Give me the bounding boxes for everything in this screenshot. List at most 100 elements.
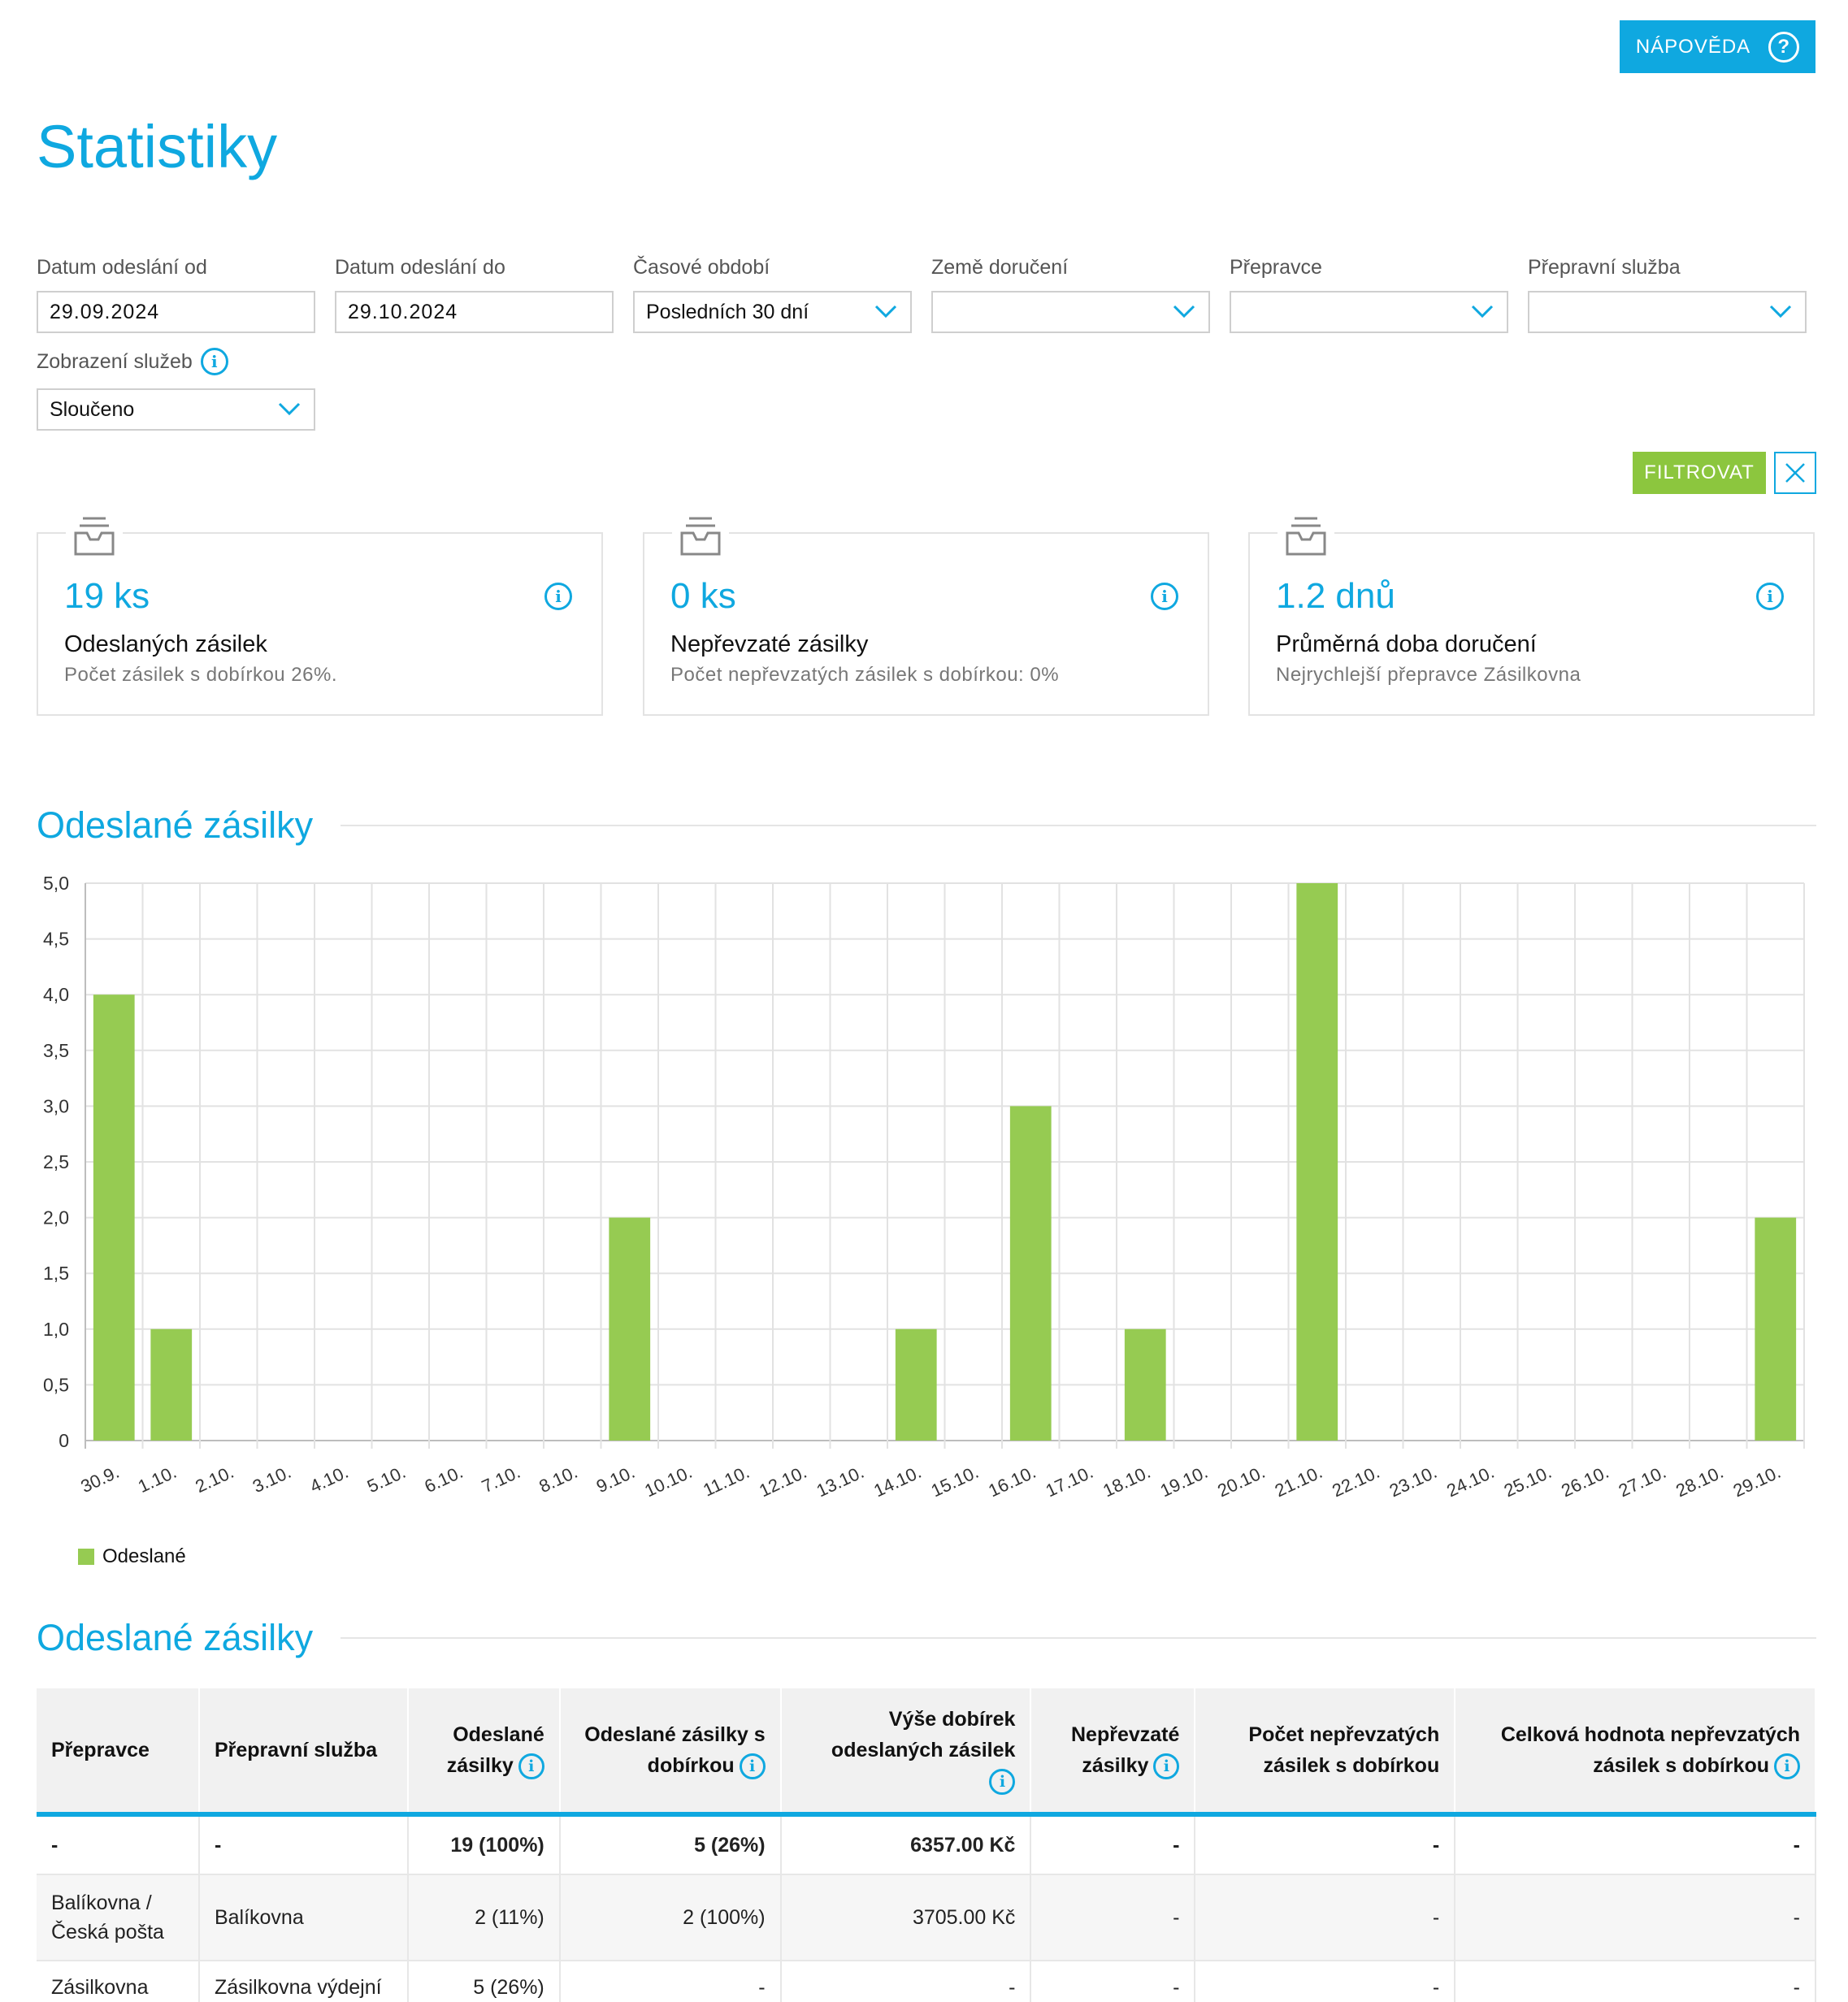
date-from-input[interactable]: 29.09.2024 <box>37 291 315 333</box>
country-label: Země doručení <box>931 255 1069 279</box>
col-unclaimed-line1: Nepřevzaté <box>1070 1723 1180 1746</box>
x-tick-label: 29.10. <box>1730 1462 1784 1502</box>
section-divider <box>341 1637 1816 1639</box>
x-tick-label: 8.10. <box>536 1462 580 1497</box>
chart-section-header: Odeslané zásilky <box>37 804 1816 847</box>
col-amount[interactable]: Výše dobírek odeslaných zásilek i <box>780 1688 1032 1814</box>
info-icon[interactable]: i <box>739 1753 766 1780</box>
x-tick-label: 27.10. <box>1616 1462 1669 1502</box>
y-tick-label: 4,5 <box>43 929 69 950</box>
period-select-value: Posledních 30 dní <box>646 300 809 323</box>
cell-sent: 5 (26%) <box>407 1961 561 2002</box>
delivery-time-card: 1.2 dnů Průměrná doba doručení Nejrychle… <box>1248 511 1815 716</box>
unclaimed-card-subtitle: Počet nepřevzatých zásilek s dobírkou: 0… <box>670 664 1060 686</box>
country-select[interactable] <box>931 291 1210 333</box>
cell-amount: - <box>780 1961 1032 2002</box>
filter-button[interactable]: FILTROVAT <box>1633 452 1766 494</box>
col-sent-line2: zásilky <box>446 1754 514 1777</box>
col-sent[interactable]: Odeslané zásilky i <box>407 1688 561 1814</box>
cell-cod: - <box>559 1961 782 2002</box>
bar <box>93 994 135 1441</box>
display-field: Zobrazení služeb i Sloučeno <box>37 348 315 431</box>
cell-unclaimed: - <box>1030 1874 1196 1961</box>
col-cod[interactable]: Odeslané zásilky s dobírkou i <box>559 1688 782 1814</box>
x-tick-label: 15.10. <box>928 1462 982 1502</box>
table-row: - - 19 (100%) 5 (26%) 6357.00 Kč - - - <box>37 1814 1816 1875</box>
y-tick-label: 1,0 <box>43 1319 69 1340</box>
clear-filter-button[interactable] <box>1774 452 1816 494</box>
x-tick-label: 24.10. <box>1443 1462 1497 1502</box>
y-tick-label: 2,5 <box>43 1151 69 1172</box>
info-icon[interactable]: i <box>989 1769 1016 1796</box>
info-icon[interactable]: i <box>544 583 572 610</box>
x-tick-label: 11.10. <box>700 1462 753 1501</box>
service-select[interactable] <box>1528 291 1807 333</box>
inbox-icon <box>66 511 123 561</box>
info-icon[interactable]: i <box>518 1753 544 1780</box>
help-button[interactable]: NÁPOVĚDA ? <box>1620 20 1815 73</box>
x-tick-label: 20.10. <box>1214 1462 1268 1502</box>
cell-unclaimed-value: - <box>1455 1814 1816 1875</box>
info-icon[interactable]: i <box>1151 583 1178 610</box>
cell-carrier-line1: Balíkovna / <box>51 1892 152 1914</box>
cell-unclaimed: - <box>1030 1961 1196 2002</box>
question-icon: ? <box>1768 31 1800 63</box>
col-amount-line2: odeslaných zásilek <box>831 1739 1016 1762</box>
col-cod-line2: dobírkou <box>647 1754 735 1777</box>
col-sent-line1: Odeslané <box>453 1723 544 1746</box>
cell-service: Balíkovna <box>198 1874 409 1961</box>
chevron-down-icon <box>278 402 301 416</box>
cell-unclaimed-cod: - <box>1195 1814 1456 1875</box>
service-label: Přepravní služba <box>1528 255 1681 279</box>
x-tick-label: 19.10. <box>1157 1462 1211 1502</box>
info-icon[interactable]: i <box>200 348 228 375</box>
sent-parcels-table: Přepravce Přepravní služba Odeslané zási… <box>37 1688 1816 2002</box>
info-icon[interactable]: i <box>1153 1753 1180 1780</box>
info-icon[interactable]: i <box>1774 1753 1800 1780</box>
col-service[interactable]: Přepravní služba <box>198 1688 409 1814</box>
cell-unclaimed-value: - <box>1455 1961 1816 2002</box>
info-icon[interactable]: i <box>1756 583 1784 610</box>
service-field: Přepravní služba <box>1528 255 1807 333</box>
country-field: Země doručení <box>931 255 1210 333</box>
cell-unclaimed-cod: - <box>1195 1874 1456 1961</box>
cell-service: - <box>198 1814 409 1875</box>
date-to-input[interactable]: 29.10.2024 <box>335 291 614 333</box>
date-to-field: Datum odeslání do 29.10.2024 <box>335 255 614 333</box>
col-amount-line1: Výše dobírek <box>888 1708 1016 1731</box>
carrier-field: Přepravce <box>1230 255 1508 333</box>
cell-service: Zásilkovna výdejní <box>198 1961 409 2002</box>
table-row: Zásilkovna Zásilkovna výdejní 5 (26%) - … <box>37 1961 1816 2002</box>
col-unclaimed[interactable]: Nepřevzaté zásilky i <box>1030 1688 1196 1814</box>
sent-parcels-chart: 0 0,5 1,0 1,5 2,0 2,5 3,0 3,5 4,0 4,5 5,0 30.9. 1.10… <box>43 873 1805 1502</box>
cell-carrier: Zásilkovna <box>37 1961 200 2002</box>
delivery-time-card-value: 1.2 dnů <box>1276 576 1395 616</box>
period-select[interactable]: Posledních 30 dní <box>633 291 912 333</box>
x-tick-label: 14.10. <box>870 1462 924 1502</box>
sent-card: 19 ks Odeslaných zásilek Počet zásilek s… <box>37 511 603 716</box>
table-section-title: Odeslané zásilky <box>37 1617 314 1658</box>
x-tick-label: 5.10. <box>364 1462 409 1497</box>
col-unclaimed-value[interactable]: Celková hodnota nepřevzatých zásilek s d… <box>1455 1688 1816 1814</box>
x-tick-label: 28.10. <box>1672 1462 1726 1502</box>
inbox-icon <box>1278 511 1334 561</box>
unclaimed-card: 0 ks Nepřevzaté zásilky Počet nepřevzatý… <box>643 511 1209 716</box>
y-tick-label: 4,0 <box>43 984 69 1005</box>
x-tick-label: 25.10. <box>1501 1462 1555 1502</box>
chevron-down-icon <box>874 305 897 318</box>
period-field: Časové období Posledních 30 dní <box>633 255 912 333</box>
cell-sent: 2 (11%) <box>407 1874 561 1961</box>
col-unclaimed-cod[interactable]: Počet nepřevzatých zásilek s dobírkou <box>1195 1688 1456 1814</box>
col-carrier[interactable]: Přepravce <box>37 1688 200 1814</box>
bar <box>150 1328 193 1441</box>
cell-amount: 3705.00 Kč <box>780 1874 1032 1961</box>
carrier-label: Přepravce <box>1230 255 1322 279</box>
display-select[interactable]: Sloučeno <box>37 388 315 431</box>
carrier-select[interactable] <box>1230 291 1508 333</box>
cell-sent: 19 (100%) <box>407 1814 561 1875</box>
sent-card-subtitle: Počet zásilek s dobírkou 26%. <box>64 664 338 686</box>
legend-swatch <box>78 1549 94 1565</box>
col-unclaimed-value-line1: Celková hodnota nepřevzatých <box>1500 1723 1800 1746</box>
cell-cod: 5 (26%) <box>559 1814 782 1875</box>
date-from-label: Datum odeslání od <box>37 255 207 279</box>
